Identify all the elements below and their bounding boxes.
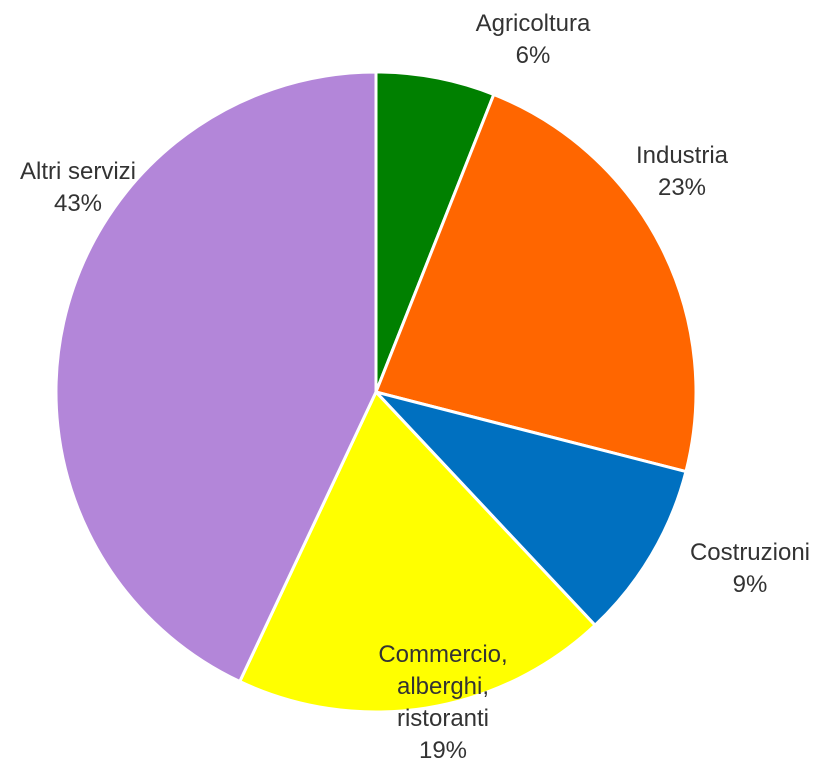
pie-slice xyxy=(373,92,698,474)
category-label: Commercio, alberghi, ristoranti xyxy=(378,641,508,732)
pie-slice xyxy=(371,389,688,628)
value-label: 43% xyxy=(53,190,103,217)
pie-slice xyxy=(237,389,598,714)
value-label: 19% xyxy=(418,737,468,764)
category-label: Agricoltura xyxy=(475,10,591,37)
slice-label: Commercio, alberghi, ristoranti 19% xyxy=(358,639,528,767)
slice-label: Industria 23% xyxy=(582,140,782,204)
value-label: 9% xyxy=(732,571,768,598)
slice-label: Costruzioni 9% xyxy=(650,537,830,601)
value-label: 23% xyxy=(657,174,707,201)
category-label: Industria xyxy=(635,142,729,169)
pie-slice xyxy=(374,70,496,393)
slice-label: Altri servizi 43% xyxy=(0,156,178,220)
category-label: Altri servizi xyxy=(19,158,136,185)
slice-label: Agricoltura 6% xyxy=(433,8,633,72)
category-label: Costruzioni xyxy=(689,539,811,566)
pie-slice xyxy=(54,70,378,684)
value-label: 6% xyxy=(515,42,551,69)
